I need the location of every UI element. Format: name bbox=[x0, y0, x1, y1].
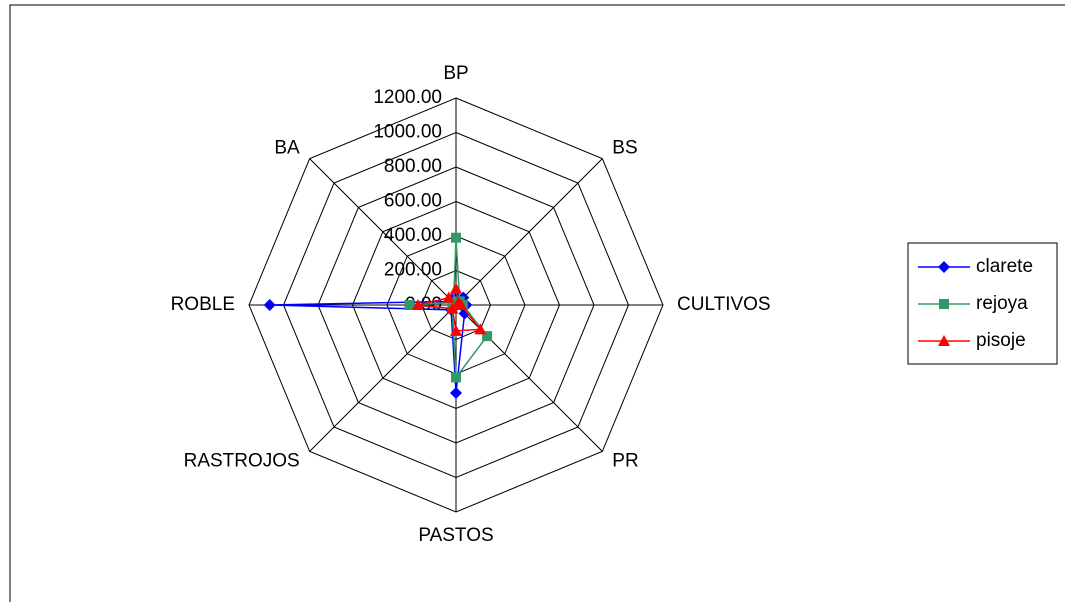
category-label: BS bbox=[612, 138, 637, 159]
data-point bbox=[446, 302, 459, 314]
axis-spoke bbox=[455, 158, 603, 306]
y-tick-label: 800.00 bbox=[384, 156, 442, 177]
category-label: CULTIVOS bbox=[677, 294, 771, 315]
legend-marker bbox=[938, 335, 950, 346]
data-point bbox=[474, 323, 487, 335]
data-point bbox=[451, 232, 461, 243]
legend-marker bbox=[938, 261, 950, 273]
y-tick-label: 200.00 bbox=[384, 260, 442, 281]
data-point bbox=[263, 299, 276, 311]
data-point bbox=[451, 372, 461, 383]
data-point bbox=[450, 386, 462, 399]
category-label: PASTOS bbox=[418, 525, 493, 546]
category-label: BA bbox=[274, 138, 300, 159]
y-tick-label: 600.00 bbox=[384, 191, 442, 212]
legend-label: clarete bbox=[976, 256, 1033, 277]
data-point bbox=[404, 300, 415, 310]
legend-marker bbox=[939, 299, 949, 309]
category-label: BP bbox=[443, 63, 468, 84]
category-label: RASTROJOS bbox=[184, 450, 300, 471]
data-point bbox=[450, 324, 462, 336]
data-point bbox=[412, 299, 425, 310]
y-tick-label: 1200.00 bbox=[373, 87, 442, 108]
legend-label: pisoje bbox=[976, 330, 1026, 351]
axis-spoke bbox=[309, 304, 457, 452]
data-point bbox=[442, 291, 455, 303]
legend-label: rejoya bbox=[976, 293, 1028, 314]
y-tick-label: 400.00 bbox=[384, 225, 442, 246]
axis-spoke bbox=[309, 158, 457, 306]
category-label: ROBLE bbox=[171, 294, 235, 315]
y-tick-label: 1000.00 bbox=[373, 122, 442, 143]
data-point bbox=[455, 299, 468, 310]
category-label: PR bbox=[612, 450, 638, 471]
data-point bbox=[482, 331, 493, 342]
data-point bbox=[450, 282, 462, 294]
chart-border bbox=[9, 4, 1065, 602]
